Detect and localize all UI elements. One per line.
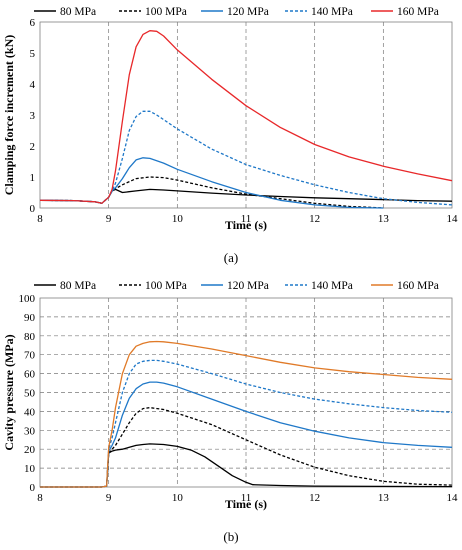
x-axis-label: Time (s) [225, 497, 267, 511]
legend-label: 140 MPa [311, 6, 353, 18]
y-tick-label: 3 [30, 110, 36, 122]
y-tick-label: 2 [30, 141, 36, 153]
series-line-120-mpa [39, 157, 384, 209]
y-tick-label: 10 [24, 463, 36, 475]
y-tick-label: 20 [24, 444, 36, 456]
series-line-160-mpa [40, 340, 453, 488]
y-tick-label: 4 [30, 79, 36, 91]
series-line-160-mpa [39, 30, 453, 204]
x-tick-label: 14 [447, 492, 459, 504]
legend-label: 140 MPa [311, 280, 353, 292]
y-tick-label: 30 [24, 425, 36, 437]
x-tick-label: 11 [241, 492, 252, 504]
legend-label: 120 MPa [227, 280, 269, 292]
legend-label: 160 MPa [397, 280, 439, 292]
series-line-100-mpa [40, 406, 453, 488]
y-tick-label: 100 [19, 293, 36, 305]
chart-b: 8 9 10 11 12 13 14 0 10 20 30 40 50 60 70 80 90 100 Time (… [2, 280, 458, 511]
y-tick-label: 90 [24, 312, 36, 324]
x-tick-label: 13 [378, 492, 390, 504]
y-tick-label: 1 [30, 172, 36, 184]
x-tick-label: 9 [106, 213, 112, 225]
x-tick-label: 12 [309, 213, 320, 225]
legend-label: 100 MPa [145, 280, 187, 292]
y-axis-label: Clamping force increment (kN) [2, 35, 16, 196]
y-tick-label: 70 [24, 350, 36, 362]
y-axis-label: Cavity pressure (MPa) [2, 334, 16, 450]
x-tick-label: 13 [378, 213, 390, 225]
x-axis-label: Time (s) [225, 218, 267, 232]
x-tick-label: 12 [309, 492, 320, 504]
x-tick-label: 10 [172, 492, 184, 504]
x-tick-label: 9 [106, 492, 112, 504]
x-tick-label: 8 [37, 213, 43, 225]
y-tick-label: 80 [24, 331, 36, 343]
y-tick-label: 60 [24, 369, 36, 381]
legend-label: 160 MPa [397, 6, 439, 18]
legend-label: 80 MPa [60, 280, 96, 292]
series-line-140-mpa [40, 359, 453, 488]
x-tick-label: 11 [241, 213, 252, 225]
x-tick-label: 8 [37, 492, 43, 504]
y-tick-label: 40 [24, 406, 36, 418]
y-tick-label: 0 [30, 203, 36, 215]
legend-label: 80 MPa [60, 6, 96, 18]
y-tick-label: 6 [30, 17, 36, 29]
panel-label-a: (a) [224, 250, 238, 265]
y-tick-label: 50 [24, 388, 36, 400]
series-line-80-mpa [40, 443, 453, 488]
legend-label: 100 MPa [145, 6, 187, 18]
series-line-140-mpa [39, 110, 453, 206]
x-tick-label: 14 [447, 213, 459, 225]
panel-label-b: (b) [223, 529, 238, 544]
series-line-120-mpa [40, 381, 453, 488]
y-tick-label: 0 [30, 482, 36, 494]
x-tick-label: 10 [172, 213, 184, 225]
legend-label: 120 MPa [227, 6, 269, 18]
y-tick-label: 5 [30, 48, 36, 60]
